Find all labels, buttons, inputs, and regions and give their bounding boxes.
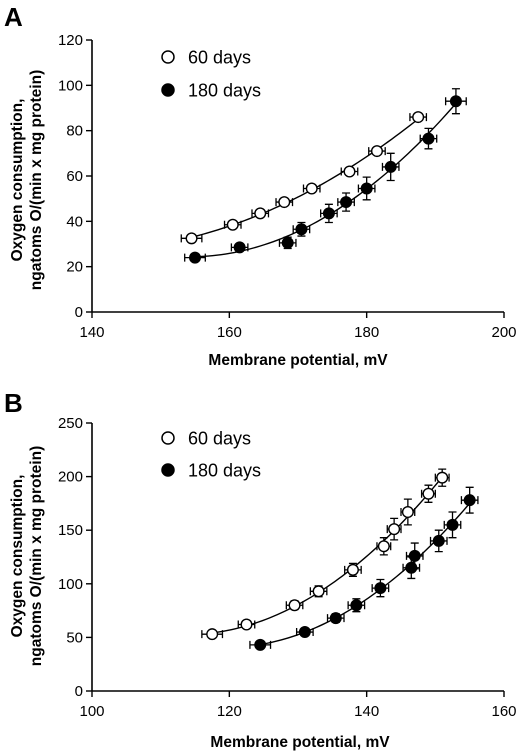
panel-a-series-60-days-point	[370, 145, 383, 158]
panel-a-y-axis-title-line-2: ngatoms O/(min x mg protein)	[28, 70, 45, 290]
panel-b-series-60-days-point	[240, 618, 253, 631]
panel-b-series-180-days-point	[329, 612, 342, 625]
panel-b-series-180-days-fit-line	[260, 502, 471, 646]
panel-a-y-tick-label: 80	[66, 123, 83, 140]
panel-b-series-180-days-point	[374, 582, 387, 595]
panel-b-y-axis-title-line-2: ngatoms O/(min x mg protein)	[28, 446, 45, 666]
panel-b-x-axis-title: Membrane potential, mV	[210, 734, 390, 751]
panel-b-series-60-days-point	[401, 505, 414, 518]
panel-a-y-tick-label: 20	[66, 259, 83, 276]
panel-b-series-180-days-point	[298, 626, 311, 639]
panel-a-series-180-days-point	[233, 241, 246, 254]
panel-a-x-tick-label: 200	[491, 324, 516, 341]
panel-a-series-60-days-point	[226, 218, 239, 231]
panel-b-series-60-days-point	[436, 471, 449, 484]
panel-b-chart: B Oxygen consumption, ngatoms O/(min x m…	[4, 388, 517, 751]
panel-a-x-tick-label: 180	[354, 324, 379, 341]
panel-b-y-tick-label: 150	[58, 522, 83, 539]
panel-a-series-180-days-legend-label: 180 days	[188, 81, 261, 101]
panel-b-series-60-days-point	[422, 487, 435, 500]
panel-a-series-180-days-point	[281, 236, 294, 249]
panel-a-x-tick-label: 140	[79, 324, 104, 341]
panel-b-x-tick-label: 120	[217, 703, 242, 720]
panel-b-series-180-days-legend-marker	[161, 463, 175, 477]
panel-b-y-tick-label: 100	[58, 576, 83, 593]
panel-a-series-180-days-point	[360, 182, 373, 195]
panel-b-y-tick-label: 200	[58, 469, 83, 486]
panel-a-series-60-days-point	[278, 196, 291, 209]
panel-b-series-60-days-legend-marker	[161, 431, 175, 445]
panel-a-series-180-days-point	[384, 160, 397, 173]
panel-a-chart: A Oxygen consumption, ngatoms O/(min x m…	[4, 2, 517, 369]
panel-a-letter: A	[4, 2, 23, 32]
panel-a-series-60-days-point	[185, 232, 198, 245]
panel-a-series-180-days-legend-marker	[161, 83, 175, 97]
panel-a-series-60-days-legend-marker	[161, 50, 175, 64]
panel-b-series-180-days-point	[463, 494, 476, 507]
panel-a-series-180-days-fit-line	[194, 102, 457, 258]
panel-b-y-tick-label: 250	[58, 415, 83, 432]
panel-b-series-60-days-point	[288, 599, 301, 612]
panel-b-series-180-days-point	[432, 534, 445, 547]
panel-b-series-60-days-point	[346, 563, 359, 576]
panel-a-y-tick-label: 0	[75, 304, 83, 321]
panel-b-series-180-days-point	[405, 561, 418, 574]
panel-a-series-60-days-fit-line	[191, 118, 419, 238]
panel-b-series-60-days-legend-label: 60 days	[188, 429, 251, 449]
panel-b-series-180-days-point	[254, 638, 267, 651]
panel-a-y-tick-label: 100	[58, 77, 83, 94]
panel-b-series-60-days-point	[377, 540, 390, 553]
panel-a-series-180-days-point	[322, 207, 335, 220]
panel-a-series-180-days-point	[449, 95, 462, 108]
panel-a-series-60-days-point	[254, 207, 267, 220]
panel-b-series-60-days-point	[312, 585, 325, 598]
panel-a-y-axis-title: Oxygen consumption, ngatoms O/(min x mg …	[9, 70, 45, 290]
panel-a-y-tick-label: 40	[66, 213, 83, 230]
panel-a-series-180-days-point	[340, 196, 353, 209]
panel-b-y-tick-label: 0	[75, 683, 83, 700]
panel-b-series-180-days-point	[350, 599, 363, 612]
panel-a-y-tick-label: 120	[58, 32, 83, 49]
panel-a-x-tick-label: 160	[217, 324, 242, 341]
panel-b-x-tick-label: 160	[491, 703, 516, 720]
panel-b-series-60-days-point	[388, 523, 401, 536]
panel-a-y-tick-label: 60	[66, 168, 83, 185]
panel-b-x-tick-label: 100	[79, 703, 104, 720]
panel-b-series-180-days-legend-label: 180 days	[188, 461, 261, 481]
panel-b-y-axis-title: Oxygen consumption, ngatoms O/(min x mg …	[9, 446, 45, 666]
panel-a-y-axis-title-line-1: Oxygen consumption,	[9, 99, 26, 262]
panel-a-series-60-days-point	[305, 182, 318, 195]
panel-a-series-60-days-point	[343, 165, 356, 178]
panel-b-y-axis-title-line-1: Oxygen consumption,	[9, 475, 26, 638]
panel-b-x-tick-label: 140	[354, 703, 379, 720]
panel-a-series-60-days-point	[412, 111, 425, 124]
panel-b-y-tick-label: 50	[66, 629, 83, 646]
panel-a-series-60-days-legend-label: 60 days	[188, 48, 251, 68]
panel-a-series-180-days-point	[422, 132, 435, 145]
panel-b-series-180-days-point	[446, 518, 459, 531]
panel-a-x-axis-title: Membrane potential, mV	[208, 352, 388, 369]
panel-b-letter: B	[4, 388, 23, 418]
panel-b-series-180-days-point	[408, 549, 421, 562]
panel-a-series-180-days-point	[188, 251, 201, 264]
panel-a-series-180-days-point	[295, 223, 308, 236]
panel-b-series-60-days-point	[206, 628, 219, 641]
